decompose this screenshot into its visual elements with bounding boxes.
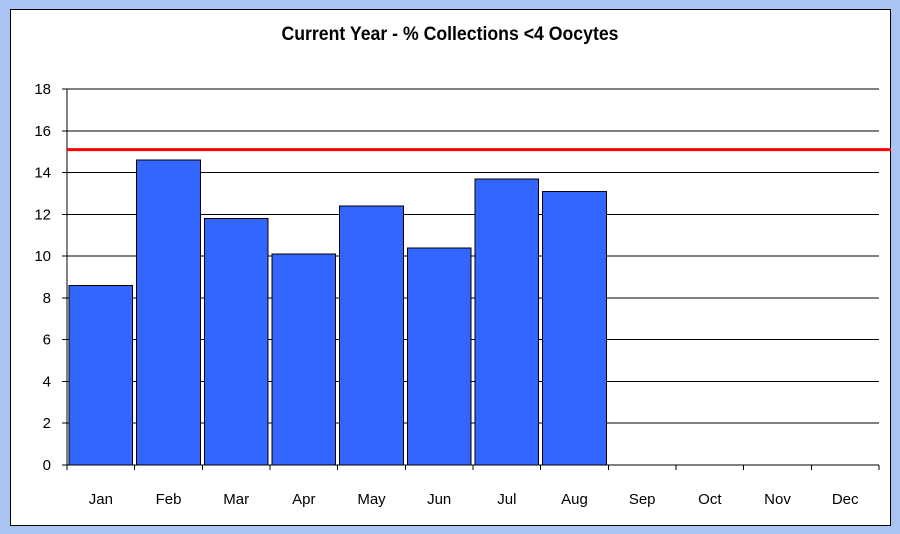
y-tick-label: 8 <box>43 290 51 307</box>
y-tick-label: 18 <box>34 81 51 98</box>
x-tick-label-apr: Apr <box>292 491 315 508</box>
y-tick-label: 14 <box>34 165 51 182</box>
x-tick-label-oct: Oct <box>698 491 722 508</box>
y-tick-label: 12 <box>34 206 51 223</box>
y-tick-label: 6 <box>43 332 51 349</box>
chart-title: Current Year - % Collections <4 Oocytes <box>281 24 619 45</box>
y-tick-label: 4 <box>43 373 51 390</box>
x-tick-label-dec: Dec <box>832 491 859 508</box>
x-tick-label-jan: Jan <box>89 491 113 508</box>
bar-jul <box>474 178 540 466</box>
bar-jun <box>406 247 472 466</box>
y-tick-label: 0 <box>43 457 51 474</box>
bar-apr <box>271 253 337 466</box>
y-tick-label: 2 <box>43 415 51 432</box>
bar-jan <box>68 284 134 466</box>
bar-may <box>339 205 404 466</box>
x-tick-label-sep: Sep <box>629 491 656 508</box>
x-tick-label-mar: Mar <box>223 491 249 508</box>
bar-feb <box>136 159 201 466</box>
x-tick-label-feb: Feb <box>156 491 182 508</box>
y-tick-label: 10 <box>34 248 51 265</box>
bar-aug <box>542 190 607 466</box>
x-tick-label-aug: Aug <box>561 491 588 508</box>
x-tick-label-nov: Nov <box>764 491 791 508</box>
bar-mar <box>203 218 269 466</box>
x-tick-label-may: May <box>357 491 386 508</box>
x-tick-label-jun: Jun <box>427 491 451 508</box>
y-tick-label: 16 <box>34 123 51 140</box>
x-tick-label-jul: Jul <box>497 491 516 508</box>
